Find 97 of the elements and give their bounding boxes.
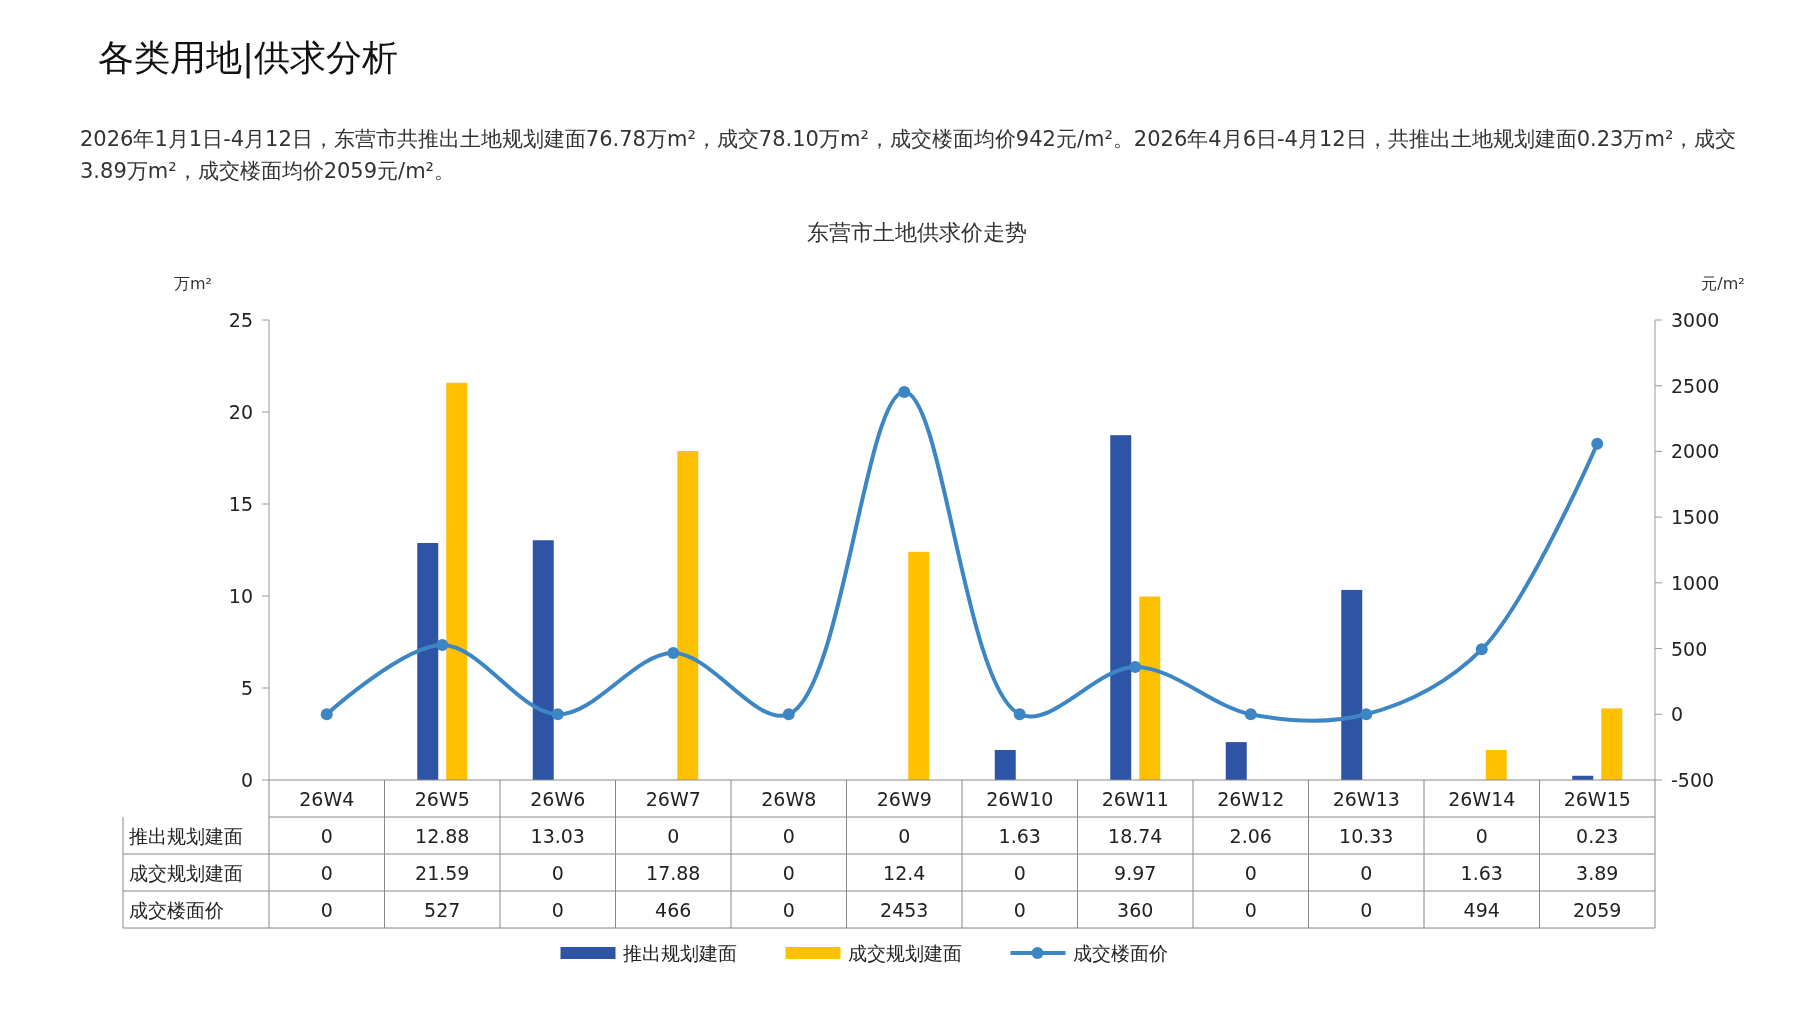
x-tick-label: 26W9 xyxy=(876,788,932,810)
legend-label: 成交规划建面 xyxy=(847,942,962,964)
y-tick-label: 15 xyxy=(228,493,253,515)
text: 各类用地|供求分析 xyxy=(98,37,399,79)
bar xyxy=(532,540,554,780)
y2-tick-label: 2000 xyxy=(1671,440,1720,463)
data-label: 0 xyxy=(667,825,680,847)
data-label: 0 xyxy=(1360,899,1373,921)
point xyxy=(1475,643,1488,656)
y-tick-label: 20 xyxy=(228,401,253,423)
point xyxy=(320,708,333,721)
x-tick-label: 26W10 xyxy=(986,788,1054,810)
bar xyxy=(1341,589,1363,780)
bar xyxy=(1485,750,1507,780)
legend-label: 成交楼面价 xyxy=(1072,942,1168,964)
x-tick-label: 26W4 xyxy=(299,788,355,810)
y2-tick-label: 3000 xyxy=(1671,309,1720,331)
data-label: 0 xyxy=(898,825,911,847)
data-label: 10.33 xyxy=(1339,825,1394,847)
x-tick-label: 26W6 xyxy=(530,788,586,810)
data-label: 0 xyxy=(320,825,333,847)
legend-label: 推出规划建面 xyxy=(622,942,737,964)
bar xyxy=(1601,708,1623,780)
x-tick-label: 26W7 xyxy=(645,788,701,810)
point xyxy=(1244,708,1257,721)
data-label: 0 xyxy=(1475,825,1488,847)
y2-tick-label: 1000 xyxy=(1671,571,1720,594)
data-label: 0 xyxy=(320,899,333,921)
point xyxy=(551,708,564,721)
point xyxy=(1360,708,1373,721)
data-label: 0 xyxy=(782,862,795,884)
data-label: 2.06 xyxy=(1229,825,1272,847)
x-tick-label: 26W11 xyxy=(1101,788,1169,810)
data-label: 1.63 xyxy=(998,825,1041,847)
y-tick-label: 5 xyxy=(240,677,253,699)
data-label: 0 xyxy=(551,862,564,884)
point xyxy=(782,708,795,721)
point xyxy=(1591,437,1604,450)
data-label: 0 xyxy=(1013,862,1026,884)
data-label: 0 xyxy=(320,862,333,884)
bar xyxy=(446,382,468,780)
y-tick-label: 25 xyxy=(228,309,253,331)
data-label: 1.63 xyxy=(1460,862,1503,884)
point xyxy=(667,647,680,660)
data-label: 21.59 xyxy=(415,862,470,884)
data-label: 466 xyxy=(655,899,692,921)
y2-tick-label: 2500 xyxy=(1671,374,1720,397)
point xyxy=(436,639,449,652)
y-tick-label: 10 xyxy=(228,585,253,607)
point xyxy=(1129,660,1142,673)
data-label: 494 xyxy=(1463,899,1500,921)
bar xyxy=(908,551,930,780)
data-label: 0 xyxy=(551,899,564,921)
x-tick-label: 26W8 xyxy=(761,788,817,810)
y2-axis-title: 元/m² xyxy=(1701,274,1745,293)
bar xyxy=(677,451,699,780)
y2-tick-label: 1500 xyxy=(1671,506,1720,529)
text: 成交规划建面 xyxy=(129,862,243,884)
bar xyxy=(1225,742,1247,780)
data-label: 0 xyxy=(1244,899,1257,921)
text: 成交楼面价 xyxy=(129,899,224,921)
data-label: 17.88 xyxy=(646,862,701,884)
data-label: 2059 xyxy=(1573,899,1622,921)
bar xyxy=(994,750,1016,780)
data-label: 0 xyxy=(782,899,795,921)
data-label: 3.89 xyxy=(1576,862,1619,884)
bar xyxy=(1139,596,1161,780)
x-tick-label: 26W5 xyxy=(414,788,470,810)
data-label: 360 xyxy=(1117,899,1154,921)
x-tick-label: 26W15 xyxy=(1563,788,1631,810)
x-tick-label: 26W13 xyxy=(1332,788,1400,810)
data-label: 18.74 xyxy=(1108,825,1163,847)
x-tick-label: 26W14 xyxy=(1448,788,1516,810)
point xyxy=(898,385,911,398)
chart-title: 东营市土地供求价走势 xyxy=(807,220,1027,245)
chart-subtitle: 2026年1月1日-4月12日，东营市共推出土地规划建面76.78万m²，成交78.10万m²，成交楼面均价942元/m²。2026年4月6日-4月12日，共推出土地规划建面0.23万m²，成交3.89万m²，成交楼面均价2059元/m²。 xyxy=(80,127,1737,183)
y-axis-title: 万m² xyxy=(174,274,212,293)
bar xyxy=(1110,435,1132,780)
data-label: 0 xyxy=(1244,862,1257,884)
data-label: 0.23 xyxy=(1576,825,1619,847)
text: 推出规划建面 xyxy=(129,825,243,847)
data-label: 9.97 xyxy=(1114,862,1157,884)
data-label: 0 xyxy=(1360,862,1373,884)
x-tick-label: 26W12 xyxy=(1217,788,1285,810)
data-label: 12.4 xyxy=(883,862,926,884)
y-tick-label: 0 xyxy=(240,769,253,791)
data-label: 13.03 xyxy=(530,825,585,847)
bar xyxy=(417,543,439,780)
data-label: 12.88 xyxy=(415,825,470,847)
data-label: 527 xyxy=(424,899,461,921)
point xyxy=(1013,708,1026,721)
data-label: 0 xyxy=(782,825,795,847)
y2-tick-label: 500 xyxy=(1671,637,1708,660)
y2-tick-label: -500 xyxy=(1671,769,1715,791)
y2-tick-label: 0 xyxy=(1671,703,1684,726)
data-label: 2453 xyxy=(880,899,929,921)
data-label: 0 xyxy=(1013,899,1026,921)
